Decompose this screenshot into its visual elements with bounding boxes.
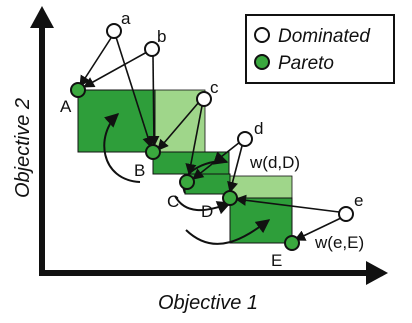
- arrow-c-to-C: [185, 105, 203, 176]
- arrow-d-to-D: [227, 145, 243, 194]
- arrow-b-to-A: [83, 51, 148, 88]
- arrow-a-to-A: [79, 37, 112, 87]
- pareto-point-D: [222, 190, 238, 206]
- legend-dominated-marker: [254, 27, 270, 43]
- label-a: a: [121, 9, 131, 28]
- x-axis-title: Objective 1: [158, 292, 258, 314]
- y-axis-title: Objective 2: [12, 98, 34, 198]
- label-A: A: [60, 97, 72, 116]
- arrow-a-to-B: [115, 36, 154, 149]
- dominance-arrows: [79, 36, 342, 241]
- arrow-b-to-B: [148, 55, 160, 148]
- dominated-point-b: [144, 41, 160, 57]
- curve-arrow-3: [174, 195, 232, 215]
- label-B: B: [134, 161, 145, 180]
- pareto-point-C: [179, 174, 195, 190]
- label-w-e-E: w(e,E): [314, 233, 364, 252]
- arrow-e-to-E: [293, 217, 342, 241]
- x-axis-arrowhead: [366, 261, 388, 285]
- legend-pareto-marker: [254, 54, 270, 70]
- legend-pareto-label: Pareto: [278, 53, 334, 74]
- pareto-points: [70, 82, 300, 251]
- legend-dominated-label: Dominated: [278, 26, 371, 47]
- label-E: E: [271, 251, 282, 270]
- arrow-e-to-D: [234, 194, 340, 213]
- dominated-point-e: [338, 206, 354, 222]
- label-e: e: [354, 191, 363, 210]
- pareto-point-A: [70, 82, 86, 98]
- curve-arrow-1: [103, 113, 141, 183]
- arrow-c-to-B: [157, 101, 200, 151]
- region-light-d: [229, 175, 293, 199]
- dominated-points: [106, 23, 354, 222]
- y-axis-arrowhead: [30, 6, 54, 28]
- legend: Dominated Pareto: [245, 14, 395, 84]
- label-C: C: [167, 192, 179, 211]
- label-b: b: [157, 27, 166, 46]
- pareto-point-E: [284, 235, 300, 251]
- dominated-point-a: [106, 23, 122, 39]
- legend-box: [245, 14, 395, 84]
- label-d: d: [254, 119, 263, 138]
- curve-arrow-4: [185, 219, 271, 245]
- pareto-point-B: [145, 144, 161, 160]
- label-D: D: [201, 202, 213, 221]
- label-w-d-D: w(d,D): [249, 153, 300, 172]
- dominated-point-c: [196, 91, 212, 107]
- label-c: c: [210, 78, 219, 97]
- dominated-point-d: [237, 131, 253, 147]
